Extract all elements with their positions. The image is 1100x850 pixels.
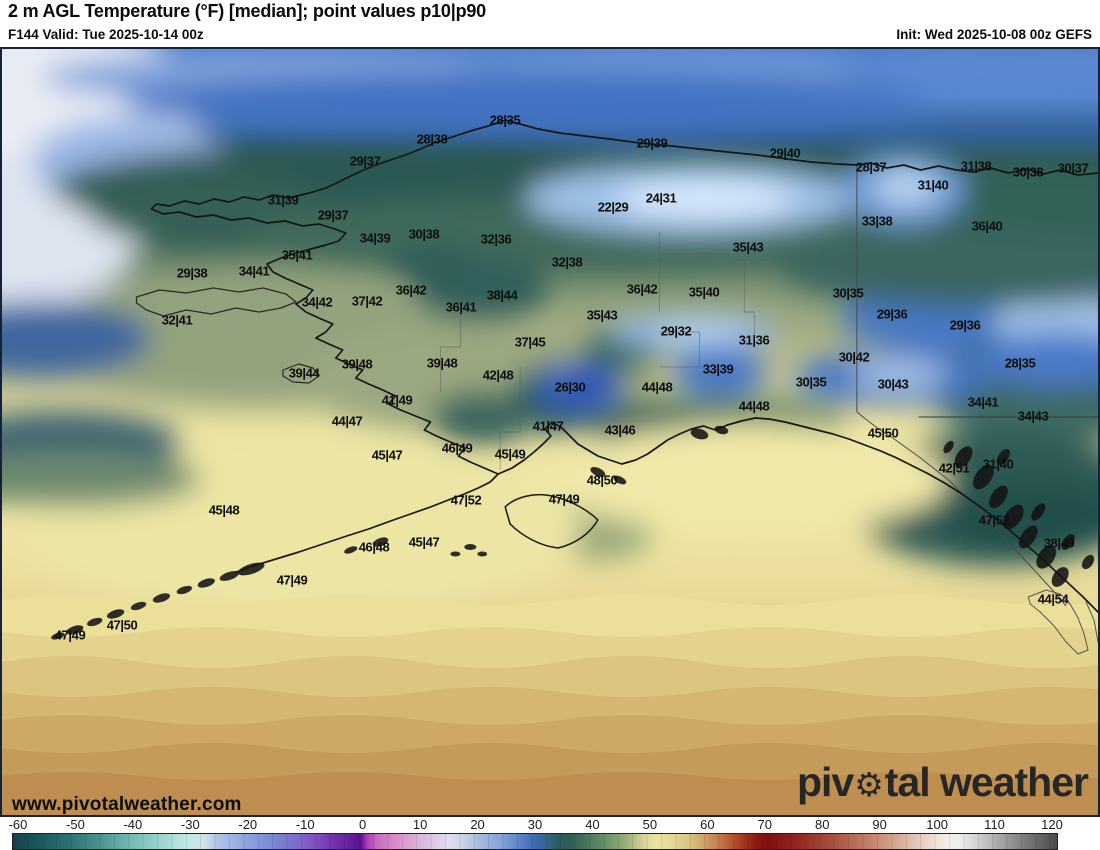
colorbar-tick-label: 40 bbox=[585, 817, 600, 832]
valid-time-label: F144 Valid: Tue 2025-10-14 00z bbox=[8, 27, 204, 42]
colorbar-tick-label: -50 bbox=[66, 817, 85, 832]
colorbar-tick-label: 100 bbox=[926, 817, 948, 832]
island-blobs bbox=[51, 425, 1095, 640]
colorbar bbox=[12, 833, 1058, 850]
colorbar-tick-label: 90 bbox=[872, 817, 887, 832]
colorbar-tick-label: 120 bbox=[1041, 817, 1063, 832]
gear-icon: ⚙ bbox=[854, 764, 884, 804]
ocean-contour-bands bbox=[2, 595, 1098, 815]
colorbar-tick-labels: -60 -50 -40 -30 -20 -10 0 10 20 30 40 50 60 70 80 90 100… bbox=[0, 817, 1100, 832]
logo-text-pre: piv bbox=[796, 759, 854, 805]
website-watermark: www.pivotalweather.com bbox=[12, 794, 242, 815]
colorbar-tick-label: 20 bbox=[470, 817, 485, 832]
colorbar-tick-label: 50 bbox=[642, 817, 658, 832]
colorbar-tick-label: -30 bbox=[180, 817, 200, 832]
coastlines bbox=[135, 119, 1098, 655]
colorbar-tick-label: 10 bbox=[412, 817, 428, 832]
colorbar-tick-label: 30 bbox=[527, 817, 543, 832]
pivotal-weather-logo: piv ⚙ tal weather bbox=[796, 759, 1089, 805]
colorbar-tick-label: 0 bbox=[359, 817, 367, 832]
init-time-label: Init: Wed 2025-10-08 00z GEFS bbox=[896, 27, 1092, 42]
colorbar-tick-label: 70 bbox=[757, 817, 772, 832]
colorbar-tick-label: -10 bbox=[295, 817, 315, 832]
colorbar-tick-label: 80 bbox=[814, 817, 830, 832]
colorbar-tick-label: 60 bbox=[700, 817, 715, 832]
colorbar-tick-label: -20 bbox=[238, 817, 258, 832]
page-title: 2 m AGL Temperature (°F) [median]; point… bbox=[8, 1, 486, 21]
colorbar-tick-label: -40 bbox=[123, 817, 143, 832]
temperature-field-svg bbox=[2, 49, 1098, 815]
colorbar-tick-label: -60 bbox=[8, 817, 28, 832]
colorbar-tick-label: 110 bbox=[984, 817, 1005, 832]
logo-text-post: tal weather bbox=[884, 759, 1089, 805]
forecast-map: 28|35 28|38 29|37 29|39 29|40 28|37 31|38 30|38… bbox=[0, 47, 1100, 817]
